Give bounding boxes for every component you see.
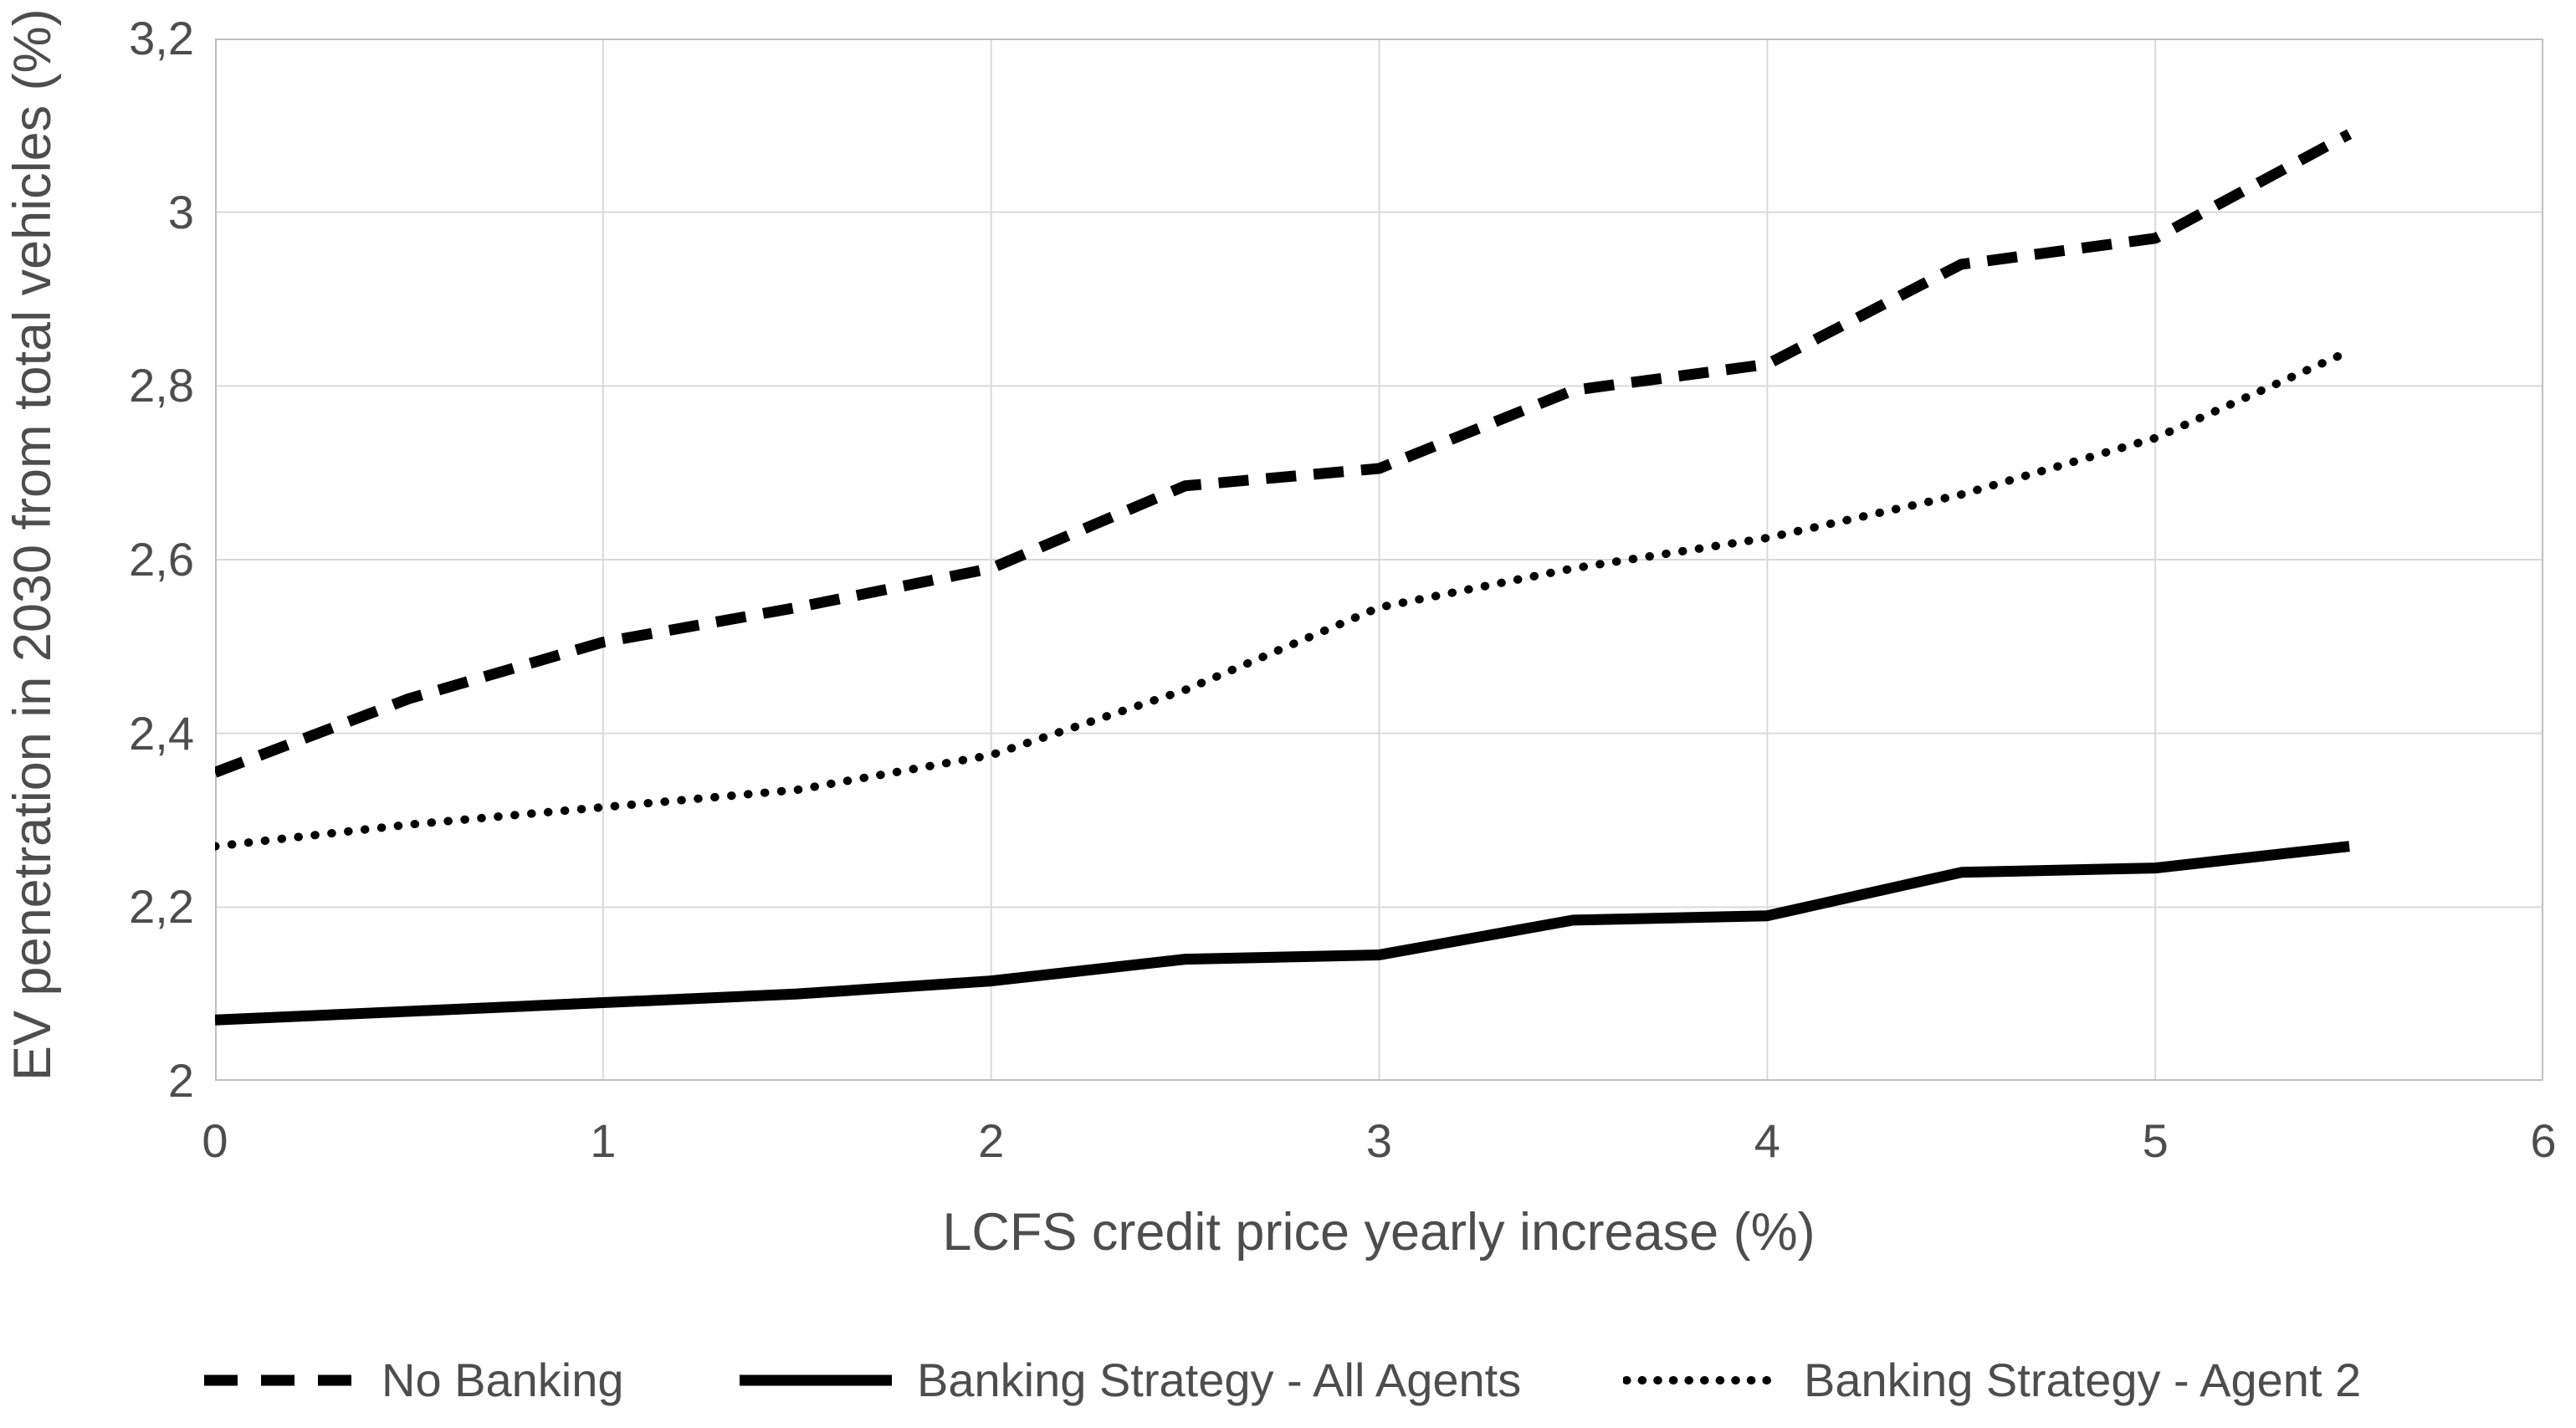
legend-label-banking-strategy-agent-2: Banking Strategy - Agent 2 bbox=[1804, 1354, 2362, 1406]
x-tick-label-6: 6 bbox=[2530, 1114, 2557, 1167]
y-tick-label-2-2: 2,2 bbox=[129, 880, 194, 934]
y-tick-label-3-2: 3,2 bbox=[129, 12, 194, 64]
y-tick-label-2-6: 2,6 bbox=[129, 533, 194, 586]
legend-label-banking-strategy-all-agents: Banking Strategy - All Agents bbox=[917, 1354, 1522, 1406]
legend-item-no-banking: No Banking bbox=[201, 1347, 624, 1414]
plot-canvas bbox=[215, 38, 2543, 1081]
plot-area bbox=[215, 38, 2543, 1081]
legend-item-banking-strategy-agent-2: Banking Strategy - Agent 2 bbox=[1623, 1347, 2361, 1414]
series-line-banking-strategy-agent-2 bbox=[215, 346, 2354, 851]
y-tick-label-2-4: 2,4 bbox=[129, 706, 194, 760]
legend-line-sample-dotted bbox=[1623, 1376, 1782, 1384]
y-tick-label-3: 3 bbox=[167, 185, 194, 238]
x-tick-label-2: 2 bbox=[978, 1114, 1005, 1167]
legend-line-sample-dashed bbox=[204, 1374, 356, 1386]
legend-line-sample-solid bbox=[740, 1374, 892, 1386]
series-line-no-banking bbox=[215, 129, 2353, 778]
plot-border bbox=[215, 38, 2543, 1081]
legend-label-no-banking: No Banking bbox=[382, 1354, 624, 1406]
y-tick-label-2: 2 bbox=[167, 1054, 194, 1107]
y-tick-label-2-8: 2,8 bbox=[129, 359, 194, 412]
x-tick-label-0: 0 bbox=[202, 1114, 228, 1167]
legend-item-banking-strategy-all-agents: Banking Strategy - All Agents bbox=[736, 1347, 1521, 1414]
x-tick-label-5: 5 bbox=[2142, 1114, 2169, 1167]
x-axis-title: LCFS credit price yearly increase (%) bbox=[942, 1203, 1815, 1262]
series-line-banking-strategy-all-agents bbox=[215, 841, 2350, 1026]
x-tick-label-1: 1 bbox=[590, 1114, 617, 1167]
legend: No Banking Banking Strategy - All Agents B… bbox=[0, 1347, 2576, 1422]
x-tick-label-4: 4 bbox=[1754, 1114, 1780, 1167]
x-tick-label-3: 3 bbox=[1365, 1114, 1393, 1167]
